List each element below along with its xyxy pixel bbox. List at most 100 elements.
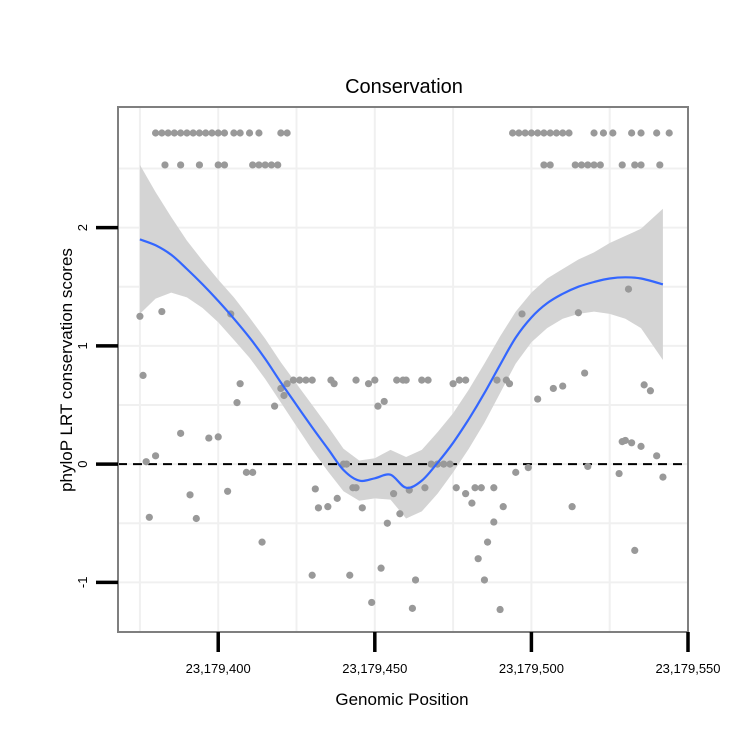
data-point — [270, 402, 279, 410]
data-point — [480, 576, 489, 584]
data-point — [477, 484, 485, 492]
data-point — [214, 433, 222, 441]
data-point — [330, 380, 338, 388]
data-point — [512, 468, 520, 476]
score-points — [136, 129, 673, 614]
data-point — [584, 161, 592, 169]
data-point — [474, 555, 482, 563]
x-axis: 23,179,400 23,179,450 23,179,500 23,179,550 — [186, 632, 721, 676]
data-point — [574, 309, 582, 317]
data-point — [296, 376, 304, 384]
x-tick-label: 23,179,500 — [499, 661, 564, 676]
data-point — [565, 129, 573, 137]
data-point — [515, 129, 523, 137]
y-tick-label: 0 — [75, 460, 90, 467]
data-point — [352, 484, 360, 492]
data-point — [637, 129, 645, 137]
data-point — [524, 464, 532, 472]
data-point — [220, 129, 229, 137]
data-point — [136, 312, 144, 320]
data-point — [352, 376, 360, 384]
data-point — [449, 380, 457, 388]
data-point — [189, 129, 197, 137]
data-point — [490, 518, 498, 526]
data-point — [571, 161, 579, 169]
data-point — [659, 473, 667, 481]
data-point — [236, 129, 244, 137]
data-point — [496, 605, 504, 614]
data-point — [590, 129, 598, 137]
data-point — [490, 484, 498, 492]
data-point — [195, 129, 204, 137]
data-point — [314, 504, 323, 512]
data-point — [302, 376, 310, 384]
y-axis: -1 0 1 2 — [75, 224, 118, 588]
data-point — [377, 564, 385, 572]
data-point — [628, 129, 636, 137]
data-point — [255, 129, 263, 137]
data-point — [249, 468, 257, 476]
data-point — [424, 376, 432, 384]
data-point — [233, 399, 241, 407]
data-point — [224, 487, 232, 495]
data-point — [402, 376, 410, 384]
data-point — [581, 369, 589, 377]
data-point — [552, 129, 561, 137]
data-point — [371, 376, 379, 384]
data-point — [656, 161, 664, 169]
data-point — [637, 442, 645, 450]
data-point — [549, 384, 557, 393]
data-point — [418, 376, 426, 384]
data-point — [214, 161, 222, 169]
data-point — [333, 494, 341, 502]
data-point — [142, 458, 150, 466]
data-point — [646, 387, 655, 395]
data-point — [242, 468, 251, 476]
data-point — [665, 129, 673, 137]
data-point — [283, 129, 291, 137]
data-point — [177, 161, 185, 169]
x-axis-label: Genomic Position — [335, 690, 468, 709]
data-point — [609, 129, 617, 137]
data-point — [202, 129, 210, 137]
data-point — [452, 484, 460, 492]
data-point — [631, 161, 639, 169]
data-point — [261, 161, 269, 169]
data-point — [518, 310, 526, 318]
data-point — [653, 129, 661, 137]
data-point — [653, 452, 661, 460]
grid-lines — [118, 107, 688, 632]
data-point — [220, 161, 229, 169]
data-point — [283, 380, 291, 388]
y-axis-label: phyloP LRT conservation scores — [57, 248, 76, 492]
data-point — [534, 395, 542, 403]
data-point — [145, 513, 153, 521]
data-point — [170, 129, 178, 137]
data-point — [462, 376, 470, 384]
data-point — [483, 538, 492, 546]
data-point — [534, 129, 542, 137]
y-tick-label: 1 — [75, 342, 90, 349]
data-point — [214, 129, 222, 137]
data-point — [559, 129, 567, 137]
data-point — [161, 161, 169, 169]
x-tick-label: 23,179,400 — [186, 661, 251, 676]
data-point — [192, 514, 200, 523]
data-point — [324, 503, 332, 511]
data-point — [568, 503, 576, 511]
data-point — [505, 380, 514, 388]
data-point — [177, 429, 185, 437]
data-point — [559, 382, 567, 390]
data-point — [255, 161, 263, 169]
data-point — [521, 129, 529, 137]
data-point — [411, 576, 420, 584]
plot-frame — [117, 106, 689, 633]
data-point — [615, 469, 623, 478]
data-point — [584, 462, 592, 471]
data-point — [346, 571, 354, 579]
smooth-curve — [139, 238, 664, 489]
data-point — [289, 376, 297, 384]
data-point — [151, 129, 160, 137]
data-point — [540, 129, 548, 137]
